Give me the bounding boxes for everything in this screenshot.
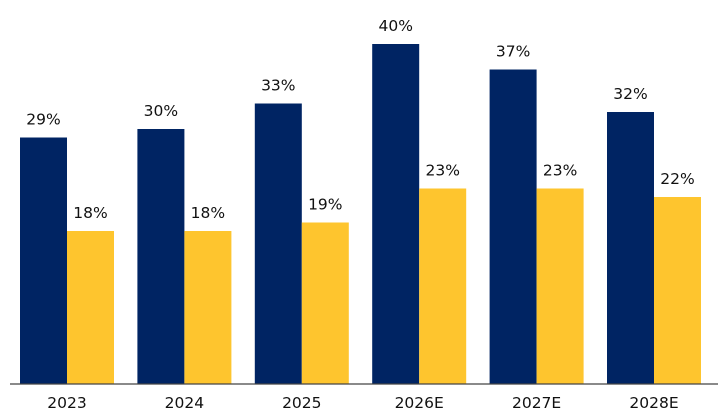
- x-tick-label-2024: 2024: [165, 394, 204, 412]
- x-axis-tick-labels: 2023 2024 2025 2026E 2027E 2028E: [47, 394, 678, 412]
- bar-series-2-2026E: [419, 188, 467, 384]
- data-label-series-2-2026E: 23%: [425, 162, 459, 180]
- bar-series-1-2024: [137, 129, 185, 384]
- data-label-series-2-2025: 19%: [308, 196, 342, 214]
- bar-series-1-2025: [254, 103, 302, 384]
- bar-series-1-2028E: [607, 112, 654, 384]
- bars: [20, 44, 701, 384]
- data-label-series-1-2027E: 37%: [496, 43, 530, 61]
- data-label-series-2-2023: 18%: [73, 204, 107, 222]
- x-tick-label-2027E: 2027E: [512, 394, 561, 412]
- x-tick-label-2026E: 2026E: [395, 394, 444, 412]
- bar-series-1-2026E: [372, 44, 420, 384]
- bar-series-2-2027E: [536, 188, 584, 384]
- data-label-series-1-2026E: 40%: [378, 17, 412, 35]
- data-label-series-1-2024: 30%: [144, 102, 178, 120]
- bar-series-2-2028E: [654, 197, 701, 384]
- bar-series-2-2023: [67, 231, 114, 384]
- data-labels: 29% 18% 30% 18% 33% 19% 40% 23% 37% 23% 32% 22%: [26, 17, 694, 222]
- bar-series-1-2023: [20, 137, 67, 384]
- x-tick-label-2025: 2025: [282, 394, 321, 412]
- bar-series-2-2025: [301, 222, 349, 384]
- bar-series-1-2027E: [489, 69, 537, 384]
- data-label-series-2-2024: 18%: [191, 204, 225, 222]
- x-tick-label-2023: 2023: [47, 394, 86, 412]
- bar-series-2-2024: [184, 231, 232, 384]
- x-tick-label-2028E: 2028E: [629, 394, 678, 412]
- data-label-series-1-2023: 29%: [26, 111, 60, 129]
- data-label-series-2-2028E: 22%: [660, 170, 694, 188]
- data-label-series-2-2027E: 23%: [543, 162, 577, 180]
- data-label-series-1-2025: 33%: [261, 77, 295, 95]
- data-label-series-1-2028E: 32%: [613, 85, 647, 103]
